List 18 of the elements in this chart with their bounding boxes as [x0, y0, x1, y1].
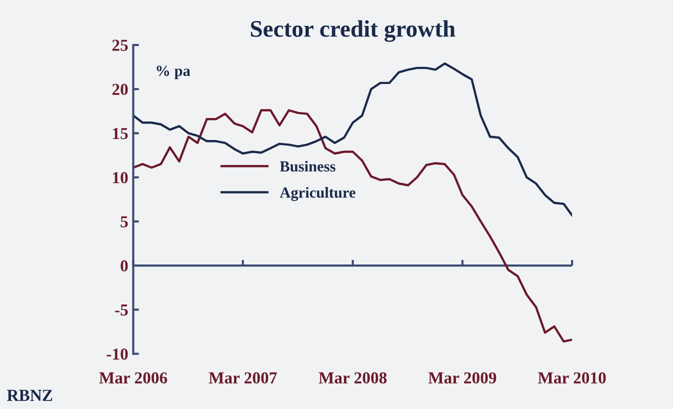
y-tick-label: 15: [113, 128, 128, 140]
y-tick-label: 10: [113, 172, 128, 184]
y-axis-title: % pa: [156, 66, 190, 80]
y-tick-label: 20: [112, 84, 128, 96]
text: RBNZ: [7, 390, 52, 401]
y-tick-label: 0: [120, 260, 128, 272]
x-tick-label: Mar 2008: [318, 372, 387, 384]
y-tick-label: -10: [106, 348, 128, 360]
x-tick-label: Mar 2006: [99, 372, 168, 384]
legend-label: Agriculture: [280, 187, 356, 201]
x-tick-label: Mar 2007: [208, 372, 277, 384]
y-tick-label: 5: [120, 216, 128, 228]
x-tick-label: Mar 2010: [538, 372, 606, 384]
y-tick-label: 25: [112, 40, 128, 51]
chart-title: Sector credit growth: [250, 20, 456, 42]
x-tick-label: Mar 2009: [428, 372, 496, 384]
y-tick-label: -5: [115, 304, 128, 316]
legend-label: Business: [280, 160, 336, 172]
